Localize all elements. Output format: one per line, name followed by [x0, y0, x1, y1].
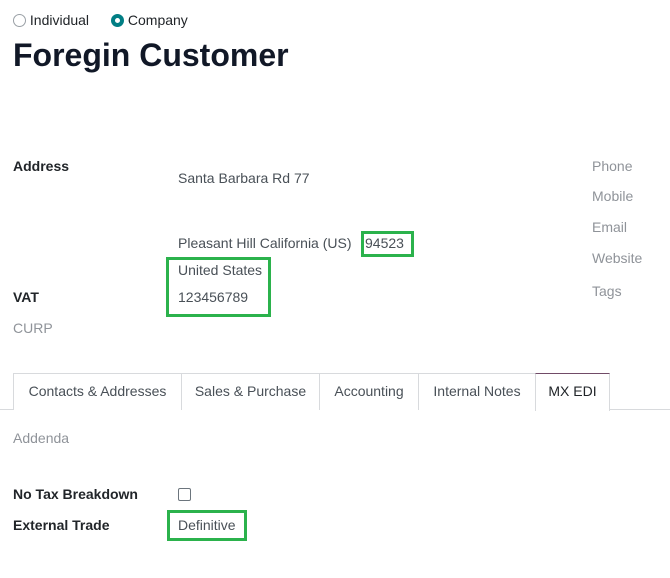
city-state-field[interactable]: Pleasant Hill California (US)	[178, 235, 352, 251]
radio-company[interactable]: Company	[111, 12, 188, 28]
external-trade-field[interactable]: Definitive	[178, 517, 236, 533]
highlight-external-trade	[167, 510, 247, 541]
street-field[interactable]: Santa Barbara Rd 77	[178, 170, 310, 186]
no-tax-breakdown-label: No Tax Breakdown	[13, 486, 138, 502]
external-trade-label: External Trade	[13, 517, 110, 533]
website-label: Website	[592, 250, 643, 266]
radio-selected-icon[interactable]	[111, 14, 124, 27]
radio-individual[interactable]: Individual	[13, 12, 89, 28]
radio-label: Individual	[29, 12, 90, 28]
country-field[interactable]: United States	[178, 262, 263, 278]
radio-label: Company	[127, 12, 188, 28]
tags-label: Tags	[592, 283, 622, 299]
tab-contacts-addresses[interactable]: Contacts & Addresses	[13, 373, 182, 410]
highlight-country-vat	[166, 257, 271, 317]
address-label: Address	[13, 158, 70, 174]
tab-accounting[interactable]: Accounting	[319, 373, 419, 410]
phone-label: Phone	[592, 158, 633, 174]
highlight-zip	[361, 231, 414, 257]
curp-label: CURP	[13, 320, 53, 336]
vat-label: VAT	[13, 289, 39, 305]
no-tax-breakdown-checkbox[interactable]	[178, 488, 191, 501]
radio-circle-icon[interactable]	[13, 14, 26, 27]
tab-internal-notes[interactable]: Internal Notes	[418, 373, 536, 410]
addenda-label: Addenda	[13, 430, 70, 446]
email-label: Email	[592, 219, 628, 235]
vat-field[interactable]: 123456789	[178, 289, 249, 305]
tab-sales-purchase[interactable]: Sales & Purchase	[181, 373, 320, 410]
page-title[interactable]: Foregin Customer	[13, 37, 289, 73]
tab-mx-edi[interactable]: MX EDI	[535, 373, 610, 411]
mobile-label: Mobile	[592, 188, 634, 204]
zip-field[interactable]: 94523	[365, 235, 404, 251]
